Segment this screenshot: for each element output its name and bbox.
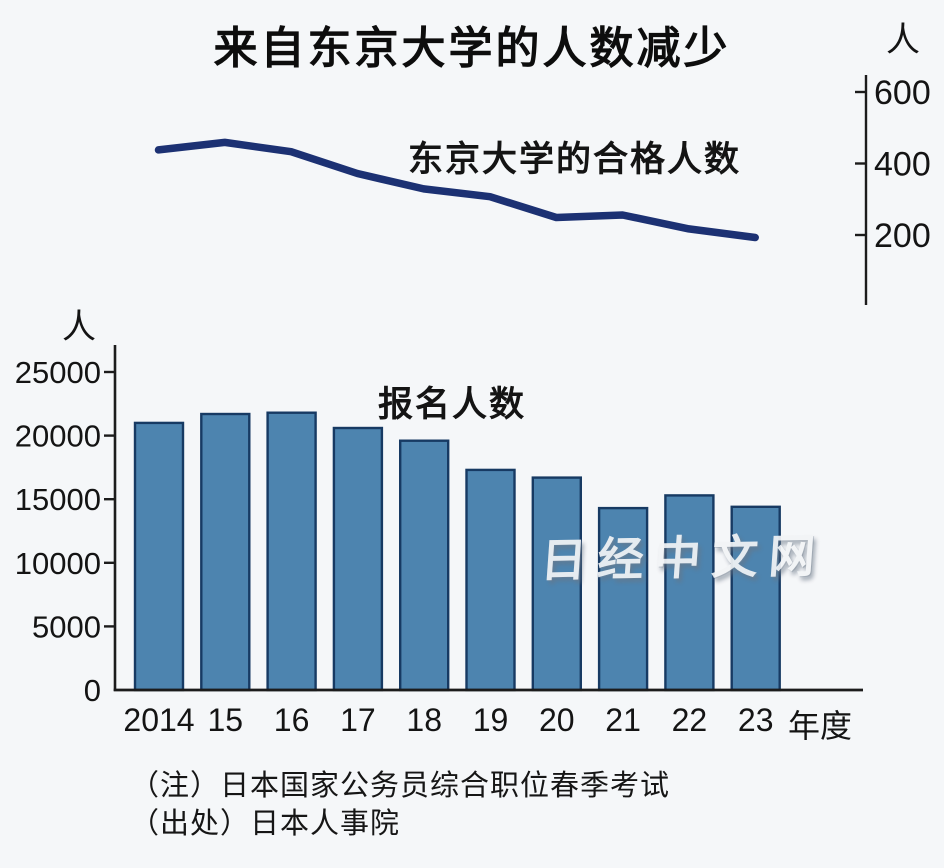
note-line-1: （注）日本国家公务员综合职位春季考试 bbox=[130, 770, 671, 802]
left-axis-tick-label: 10000 bbox=[15, 546, 101, 581]
right-axis-tick-label: 400 bbox=[874, 146, 931, 184]
right-axis-tick-label: 600 bbox=[874, 74, 931, 112]
watermark: 日经中文网 bbox=[538, 529, 828, 587]
x-category-label: 22 bbox=[672, 702, 708, 738]
x-axis-unit-label: 年度 bbox=[788, 708, 853, 744]
left-axis-unit-label: 人 bbox=[62, 308, 96, 346]
x-category-label: 18 bbox=[406, 702, 442, 738]
x-category-label: 2014 bbox=[123, 702, 194, 738]
footnotes: （注）日本国家公务员综合职位春季考试 （出处）日本人事院 bbox=[130, 767, 670, 843]
page-title: 来自东京大学的人数减少 bbox=[213, 24, 731, 73]
x-category-label: 20 bbox=[539, 702, 575, 738]
x-category-label: 16 bbox=[274, 702, 310, 738]
bar-series-label: 报名人数 bbox=[378, 385, 527, 424]
bar-17 bbox=[332, 426, 384, 692]
x-category-label: 15 bbox=[208, 702, 244, 738]
bar-21 bbox=[597, 506, 649, 692]
bar-23 bbox=[730, 505, 781, 692]
x-category-label: 17 bbox=[340, 702, 376, 738]
left-axis-tick-label: 5000 bbox=[32, 609, 101, 644]
bar-15 bbox=[200, 412, 251, 692]
left-axis-tick-label: 15000 bbox=[15, 482, 101, 517]
bar-22 bbox=[664, 494, 715, 692]
left-axis-tick-label: 25000 bbox=[15, 355, 101, 390]
bar-16 bbox=[266, 411, 317, 692]
bar-19 bbox=[465, 468, 516, 692]
bar-20 bbox=[531, 476, 582, 692]
bar-18 bbox=[399, 439, 450, 692]
left-axis-tick-label: 0 bbox=[84, 673, 101, 708]
bar-2014 bbox=[133, 421, 185, 692]
line-series bbox=[154, 138, 759, 242]
x-category-label: 21 bbox=[605, 702, 641, 738]
x-category-label: 23 bbox=[738, 702, 774, 738]
x-category-label: 19 bbox=[473, 702, 509, 738]
right-axis-unit-label: 人 bbox=[886, 21, 920, 59]
right-axis-tick-label: 200 bbox=[874, 217, 931, 255]
note-line-2: （出处）日本人事院 bbox=[130, 808, 401, 840]
left-axis-tick-label: 20000 bbox=[15, 419, 101, 454]
line-series-label: 东京大学的合格人数 bbox=[408, 140, 742, 179]
